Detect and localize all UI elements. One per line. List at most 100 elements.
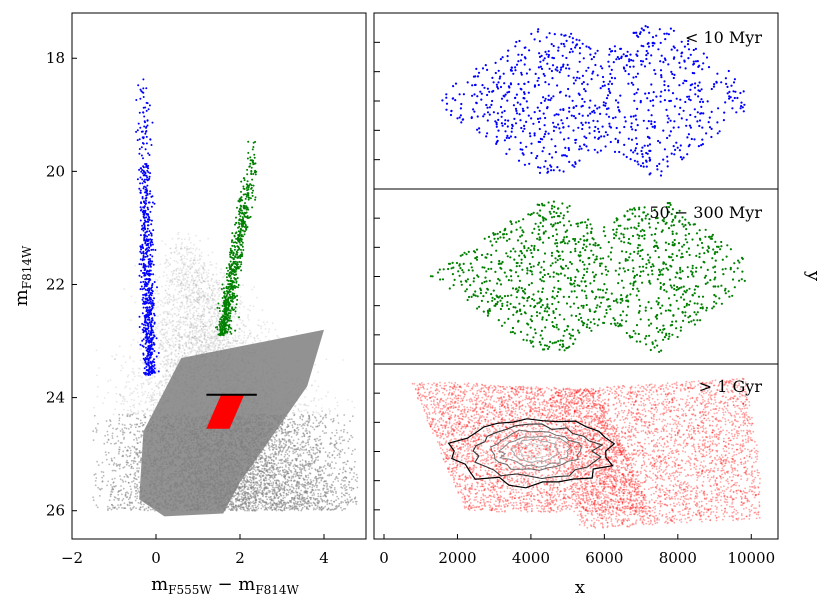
cmd-gray-point (289, 421, 292, 424)
cmd-gray-point (111, 355, 113, 358)
cmd-gray-point (206, 321, 209, 324)
cmd-gray-point (222, 347, 225, 350)
cmd-gray-point (210, 304, 213, 307)
cmd-gray-point (123, 408, 125, 411)
cmd-gray-point (288, 468, 291, 471)
cmd-gray-point (329, 485, 331, 488)
cmd-gray-point (185, 303, 188, 305)
cmd-gray-point (188, 238, 191, 241)
cmd-gray-point (176, 253, 179, 256)
cmd-gray-point (300, 454, 302, 457)
cmd-gray-point (261, 461, 263, 463)
cmd-gray-point (178, 268, 181, 271)
cmd-gray-point (107, 439, 110, 441)
cmd-gray-point (208, 331, 211, 334)
cmd-gray-point (176, 267, 179, 270)
cmd-gray-point (236, 308, 239, 311)
cmd-gray-point (133, 438, 135, 441)
cmd-gray-point (191, 336, 194, 339)
cmd-gray-point (320, 407, 323, 409)
cmd-gray-point (159, 263, 162, 266)
cmd-gray-point (205, 350, 208, 353)
cmd-gray-point (292, 412, 294, 414)
cmd-gray-point (309, 498, 312, 501)
cmd-gray-point (317, 439, 320, 442)
cmd-gray-point (180, 301, 182, 304)
cmd-gray-point (133, 406, 136, 409)
cmd-gray-point (200, 264, 203, 267)
cmd-gray-point (353, 472, 355, 474)
cmd-gray-point (237, 335, 240, 338)
cmd-gray-point (156, 327, 158, 330)
cmd-gray-point (222, 347, 225, 350)
cmd-gray-point (207, 275, 210, 278)
cmd-gray-point (123, 438, 125, 440)
cmd-gray-point (325, 432, 328, 434)
cmd-gray-point (118, 506, 120, 509)
cmd-gray-point (189, 320, 192, 323)
cmd-gray-point (211, 320, 214, 322)
cmd-gray-point (164, 382, 167, 385)
cmd-gray-point (134, 482, 136, 485)
cmd-gray-point (200, 255, 203, 258)
cmd-gray-point (150, 381, 153, 383)
cmd-gray-point (177, 231, 180, 234)
cmd-gray-point (134, 495, 137, 498)
cmd-gray-point (219, 304, 222, 307)
cmd-gray-point (279, 473, 282, 475)
cmd-gray-point (151, 315, 154, 317)
cmd-gray-point (114, 470, 117, 472)
cmd-gray-point (310, 448, 313, 451)
cmd-gray-point (322, 466, 325, 468)
cmd-gray-point (203, 307, 205, 310)
cmd-gray-point (198, 279, 201, 282)
cmd-gray-point (250, 496, 253, 499)
cmd-gray-point (164, 254, 167, 257)
cmd-gray-point (261, 331, 263, 334)
cmd-gray-point (195, 339, 198, 341)
cmd-gray-point (162, 376, 165, 378)
cmd-gray-point (317, 412, 320, 415)
cmd-gray-point (317, 477, 320, 480)
cmd-gray-point (296, 427, 298, 430)
cmd-gray-point (293, 432, 296, 435)
cmd-gray-point (322, 489, 324, 491)
cmd-gray-point (290, 483, 293, 486)
cmd-gray-point (187, 276, 190, 279)
cmd-gray-point (327, 464, 330, 467)
cmd-gray-point (304, 464, 307, 466)
cmd-gray-point (118, 413, 120, 416)
cmd-gray-point (188, 236, 191, 239)
cmd-gray-point (160, 328, 163, 331)
cmd-gray-point (328, 408, 330, 411)
cmd-gray-point (172, 334, 175, 337)
cmd-gray-point (106, 484, 108, 487)
cmd-gray-point (315, 486, 318, 489)
cmd-gray-point (120, 485, 122, 487)
cmd-gray-point (200, 343, 203, 346)
cmd-gray-point (134, 264, 137, 267)
cmd-gray-point (155, 384, 158, 387)
cmd-gray-point (168, 346, 171, 349)
cmd-gray-point (173, 251, 176, 254)
cmd-gray-point (122, 430, 124, 432)
cmd-gray-point (212, 342, 214, 345)
cmd-gray-point (111, 478, 114, 481)
cmd-gray-point (205, 339, 208, 341)
cmd-gray-point (298, 449, 301, 452)
cmd-gray-point (165, 292, 168, 295)
cmd-gray-point (192, 282, 195, 284)
cmd-gray-point (195, 339, 198, 342)
cmd-gray-point (127, 428, 130, 430)
cmd-gray-point (138, 481, 141, 484)
cmd-gray-point (301, 445, 304, 448)
cmd-gray-point (247, 486, 250, 489)
cmd-gray-point (318, 481, 321, 484)
cmd-gray-point (289, 488, 292, 491)
cmd-gray-point (203, 295, 206, 298)
cmd-gray-point (121, 479, 124, 482)
cmd-gray-point (334, 446, 336, 449)
cmd-gray-point (313, 397, 316, 399)
cmd-gray-point (319, 447, 321, 450)
cmd-gray-point (129, 485, 132, 488)
